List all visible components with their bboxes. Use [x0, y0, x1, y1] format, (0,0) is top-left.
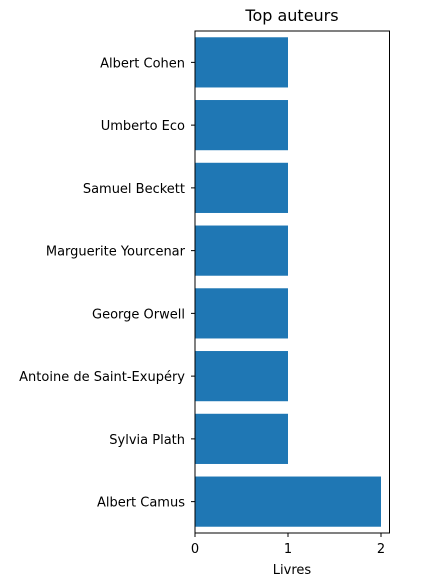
y-tick-label: Albert Camus: [97, 496, 185, 511]
x-tick-label: 2: [377, 542, 385, 557]
bar-antoine-de-saint-exup-ry: [195, 351, 288, 402]
bar-sylvia-plath: [195, 413, 288, 464]
x-axis-label: Livres: [273, 563, 312, 578]
bar-albert-cohen: [195, 37, 288, 88]
x-tick-label: 0: [191, 542, 199, 557]
bar-umberto-eco: [195, 100, 288, 151]
bar-george-orwell: [195, 288, 288, 339]
x-tick-label: 1: [284, 542, 292, 557]
y-tick-label: George Orwell: [92, 307, 185, 322]
bar-samuel-beckett: [195, 162, 288, 213]
y-tick-label: Sylvia Plath: [109, 433, 185, 448]
y-tick-label: Samuel Beckett: [83, 182, 185, 197]
bar-marguerite-yourcenar: [195, 225, 288, 276]
bars-layer: [195, 37, 381, 527]
y-ticks-layer: Albert Camus Sylvia Plath Antoine de Saint…: [19, 56, 195, 511]
y-tick-label: Antoine de Saint-Exupéry: [19, 370, 185, 385]
chart-title: Top auteurs: [244, 6, 338, 25]
x-ticks-layer: 0 1 2: [191, 533, 385, 557]
bar-albert-camus: [195, 476, 381, 527]
y-tick-label: Umberto Eco: [101, 119, 185, 134]
y-tick-label: Marguerite Yourcenar: [46, 245, 186, 260]
y-tick-label: Albert Cohen: [100, 56, 185, 71]
plot-frame: [194, 30, 390, 534]
